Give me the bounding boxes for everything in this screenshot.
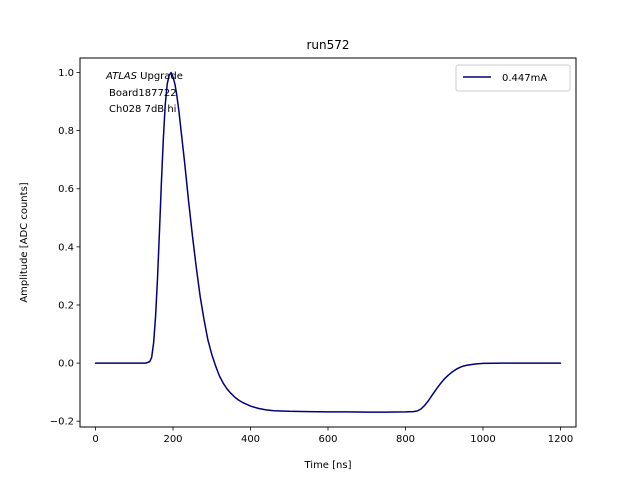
x-tick-label: 0 [92, 434, 98, 445]
x-tick-label: 1200 [548, 434, 573, 445]
annotation-line3: Ch028 7dB hi [109, 104, 176, 115]
series-line [94, 71, 562, 413]
x-tick-label: 800 [396, 434, 415, 445]
x-tick-label: 200 [163, 434, 182, 445]
y-tick-label: −0.2 [50, 417, 74, 428]
y-axis: −0.2 0.0 0.2 0.4 0.6 0.8 1.0 [50, 68, 80, 428]
legend-box [455, 64, 571, 92]
x-tick-label: 1000 [470, 434, 495, 445]
x-axis: 0 200 400 600 800 1000 1200 [92, 427, 573, 445]
annotation-line2: Board187722 [109, 88, 177, 99]
annotation: ATLAS Upgrade Board187722 Ch028 7dB hi [105, 71, 183, 115]
legend-label: 0.447mA [502, 73, 547, 84]
y-tick-label: 0.6 [58, 184, 74, 195]
y-tick-label: 0.2 [58, 300, 74, 311]
plot-area [79, 57, 577, 428]
chart-title: run572 [306, 38, 349, 52]
y-tick-label: 0.0 [58, 359, 74, 370]
series-layer [94, 71, 562, 413]
legend: 0.447mA [455, 64, 571, 92]
x-tick-label: 600 [318, 434, 337, 445]
annotation-upgrade: Upgrade [137, 71, 183, 82]
y-tick-label: 1.0 [58, 68, 74, 79]
annotation-line1: ATLAS Upgrade [105, 71, 183, 82]
x-tick-label: 400 [241, 434, 260, 445]
y-tick-label: 0.8 [58, 126, 74, 137]
y-tick-label: 0.4 [58, 242, 74, 253]
annotation-atlas: ATLAS [105, 71, 138, 82]
x-axis-title: Time [ns] [303, 460, 351, 471]
plot-background [80, 58, 576, 427]
y-axis-title: Amplitude [ADC counts] [19, 182, 30, 302]
